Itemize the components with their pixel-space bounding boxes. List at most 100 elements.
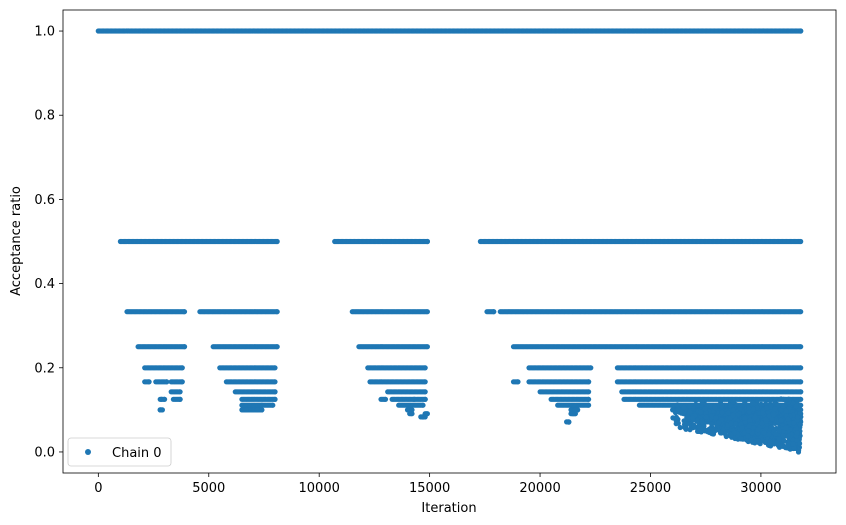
data-point bbox=[797, 440, 803, 447]
y-tick-label: 0.4 bbox=[34, 277, 55, 292]
data-point bbox=[682, 424, 688, 431]
data-point bbox=[766, 431, 772, 437]
data-point bbox=[780, 433, 786, 439]
legend-marker-chain-0 bbox=[85, 449, 91, 455]
data-point bbox=[689, 415, 696, 421]
data-point bbox=[780, 403, 786, 409]
data-point bbox=[693, 397, 699, 403]
data-point bbox=[179, 365, 185, 371]
data-point bbox=[798, 344, 804, 350]
data-point bbox=[793, 403, 799, 409]
x-axis: 0 5000 10000 15000 20000 25000 30000 bbox=[94, 473, 782, 496]
data-point bbox=[781, 396, 787, 402]
data-point bbox=[728, 432, 734, 438]
data-point bbox=[709, 421, 715, 427]
data-point bbox=[681, 404, 687, 411]
data-point bbox=[411, 396, 417, 402]
data-point bbox=[747, 417, 753, 423]
y-axis-label: Acceptance ratio bbox=[9, 186, 24, 296]
data-point bbox=[785, 442, 791, 449]
data-point bbox=[785, 416, 791, 422]
data-point bbox=[728, 420, 734, 427]
data-point bbox=[781, 438, 787, 444]
data-point bbox=[710, 430, 716, 436]
data-point bbox=[775, 440, 781, 446]
data-point bbox=[181, 344, 188, 350]
data-point bbox=[798, 238, 804, 245]
data-point bbox=[677, 424, 683, 431]
data-point bbox=[491, 309, 497, 315]
data-point bbox=[586, 396, 592, 402]
data-point bbox=[157, 407, 163, 413]
data-point bbox=[274, 238, 280, 245]
data-point bbox=[730, 407, 736, 413]
data-point bbox=[775, 402, 781, 408]
y-tick-label: 0.6 bbox=[34, 193, 55, 208]
data-point bbox=[798, 309, 804, 315]
data-point bbox=[786, 396, 792, 402]
x-tick-label: 20000 bbox=[519, 481, 560, 496]
data-point bbox=[270, 402, 276, 408]
y-tick-label: 0.2 bbox=[34, 361, 55, 376]
data-point bbox=[746, 405, 752, 411]
data-point bbox=[712, 404, 718, 411]
data-point bbox=[778, 417, 784, 423]
data-point bbox=[259, 402, 265, 408]
data-point bbox=[798, 379, 804, 385]
data-point bbox=[742, 415, 748, 421]
data-point bbox=[422, 396, 428, 402]
data-point bbox=[772, 406, 778, 412]
data-point bbox=[764, 396, 770, 403]
data-point bbox=[716, 420, 722, 426]
y-tick-label: 1.0 bbox=[34, 25, 55, 40]
x-tick-label: 30000 bbox=[740, 481, 781, 496]
data-point bbox=[274, 309, 280, 315]
data-point bbox=[718, 430, 724, 436]
data-point bbox=[673, 414, 680, 420]
data-point bbox=[798, 396, 804, 402]
data-point bbox=[422, 389, 428, 395]
data-point bbox=[181, 309, 188, 315]
data-point bbox=[746, 423, 752, 430]
data-point bbox=[730, 412, 736, 419]
data-point bbox=[586, 402, 592, 408]
data-point bbox=[274, 344, 280, 350]
data-point bbox=[790, 441, 796, 447]
data-point bbox=[713, 415, 719, 421]
data-point bbox=[272, 379, 278, 385]
data-point bbox=[754, 404, 760, 411]
data-point bbox=[767, 440, 773, 446]
data-point bbox=[750, 400, 756, 406]
data-point bbox=[763, 416, 769, 422]
data-point bbox=[420, 402, 426, 408]
plot-frame bbox=[62, 9, 837, 474]
x-tick-label: 0 bbox=[94, 481, 102, 496]
legend: Chain 0 bbox=[67, 437, 172, 467]
data-point bbox=[382, 396, 389, 402]
data-point bbox=[424, 309, 430, 315]
data-point bbox=[794, 430, 800, 436]
data-point bbox=[798, 365, 804, 371]
y-tick-label: 0.0 bbox=[34, 445, 55, 460]
data-point bbox=[795, 414, 801, 420]
x-axis-label: Iteration bbox=[421, 501, 476, 516]
data-point bbox=[705, 429, 711, 435]
x-tick-label: 15000 bbox=[409, 481, 450, 496]
data-point bbox=[752, 414, 758, 421]
data-point bbox=[732, 421, 739, 427]
data-point bbox=[687, 403, 693, 409]
data-point bbox=[146, 379, 152, 385]
data-point bbox=[755, 427, 761, 433]
data-point bbox=[797, 422, 803, 428]
x-tick-label: 5000 bbox=[192, 481, 225, 496]
data-point bbox=[272, 396, 278, 402]
points-layer bbox=[95, 28, 804, 455]
data-point bbox=[243, 407, 249, 413]
data-point bbox=[772, 431, 779, 437]
data-point bbox=[745, 433, 751, 439]
data-point bbox=[588, 365, 594, 371]
data-point bbox=[672, 410, 679, 416]
x-tick-label: 10000 bbox=[299, 481, 340, 496]
